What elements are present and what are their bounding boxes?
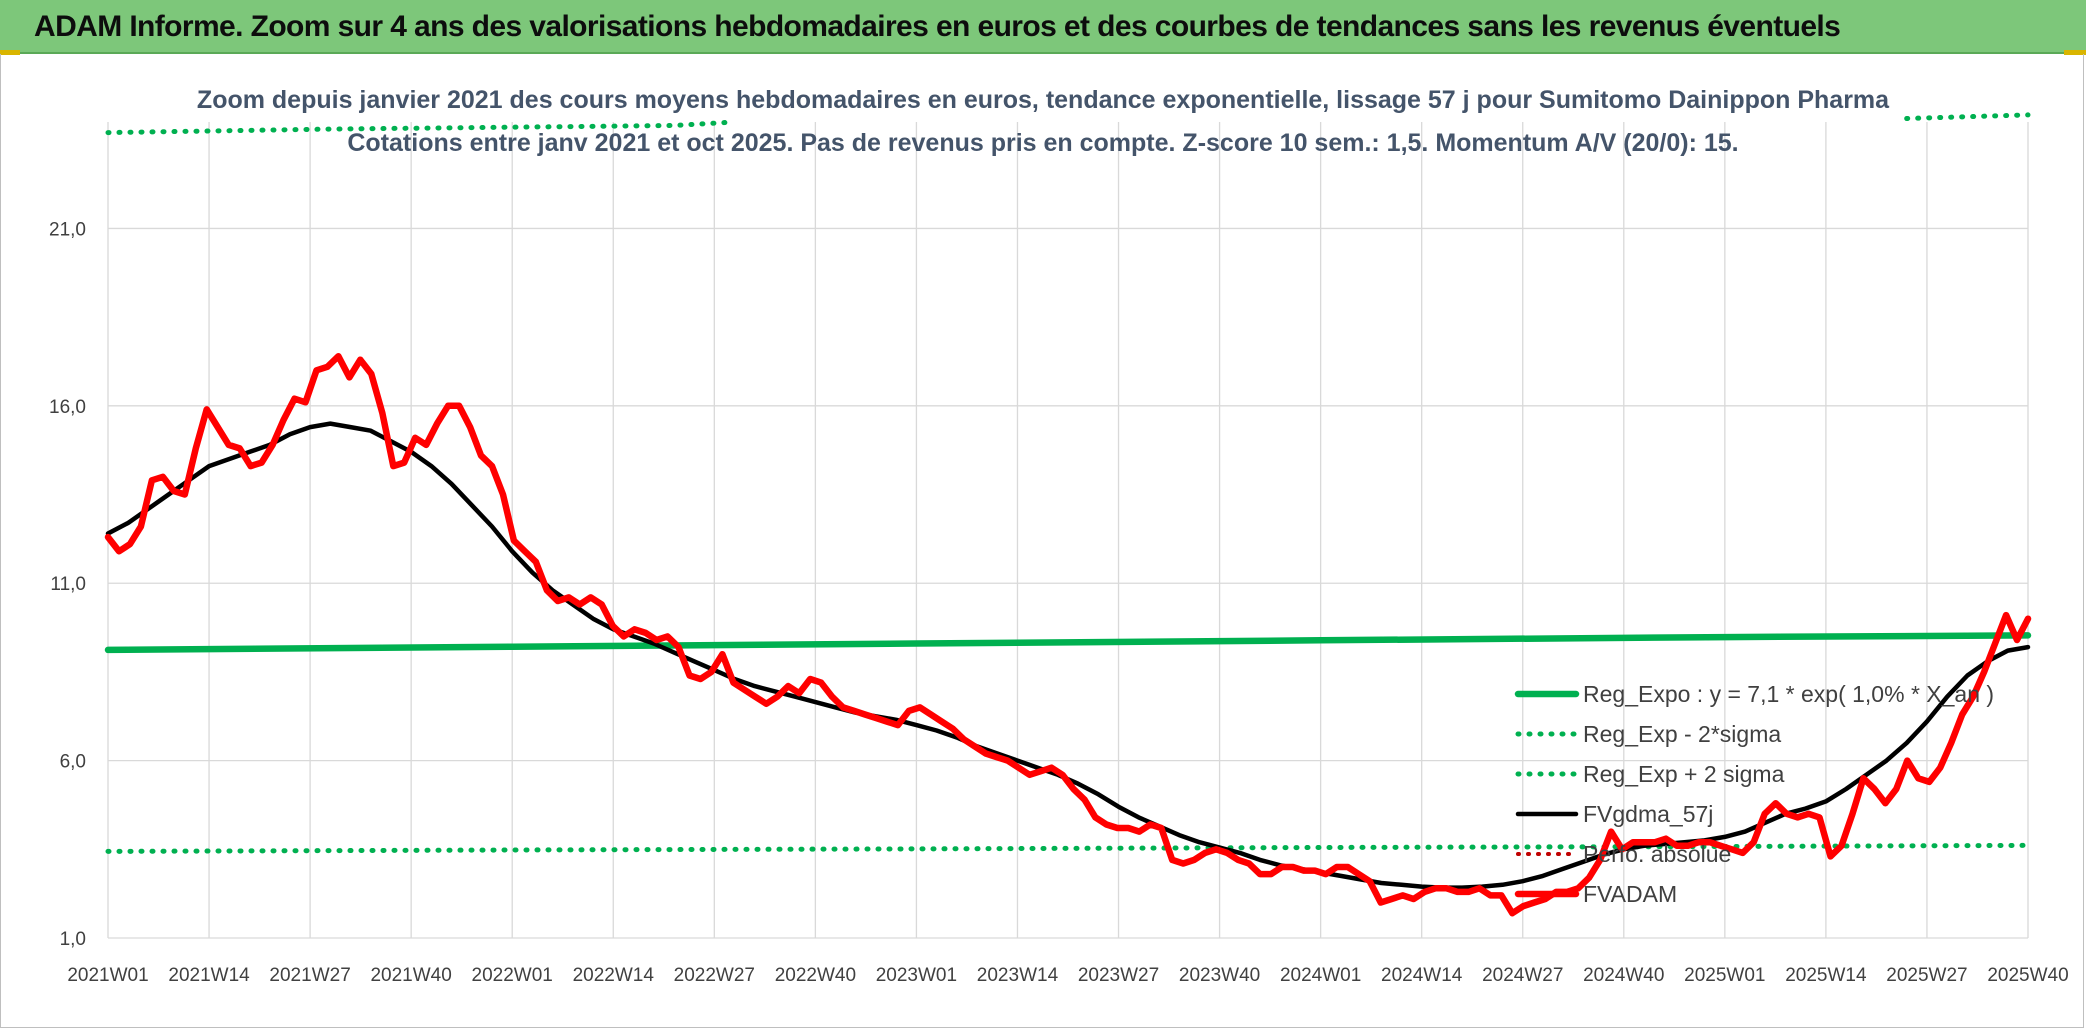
x-tick-label: 2024W14 [1381,965,1463,986]
x-tick-label: 2024W27 [1482,965,1563,986]
series-line-3-end [1904,112,2031,121]
x-tick-label: 2021W14 [168,965,250,986]
y-tick-label: 6,0 [60,752,86,773]
x-tick-label: 2021W01 [67,965,148,986]
legend-entry: Reg_Exp - 2*sigma [1583,721,1781,747]
series-line-6 [104,352,2032,917]
legend-entry: FVADAM [1583,881,1677,907]
legend-entry: Reg_Expo : y = 7,1 * exp( 1,0% * X_an ) [1583,681,1994,707]
report-title: ADAM Informe. Zoom sur 4 ans des valoris… [34,10,1841,43]
chart-title: Zoom depuis janvier 2021 des cours moyen… [197,86,1890,114]
series-line-4 [105,421,2031,890]
series-line-1 [104,632,2032,654]
x-tick-label: 2023W14 [977,965,1059,986]
x-tick-label: 2025W01 [1684,965,1765,986]
x-tick-label: 2025W27 [1886,965,1967,986]
x-tick-label: 2023W27 [1078,965,1159,986]
x-tick-label: 2024W40 [1583,965,1664,986]
x-tick-label: 2023W40 [1179,965,1260,986]
chart-subtitle: Cotations entre janv 2021 et oct 2025. P… [347,129,1738,157]
x-tick-label: 2021W27 [269,965,350,986]
chart-series [104,112,2032,917]
x-tick-label: 2022W27 [674,965,755,986]
chart-grid [107,122,2029,939]
x-tick-label: 2021W40 [370,965,451,986]
chart-legend: Reg_Expo : y = 7,1 * exp( 1,0% * X_an ) R… [1514,681,1994,907]
y-tick-label: 16,0 [49,397,86,418]
series-line-2 [105,842,2031,854]
chart-frame [0,54,2084,1028]
legend-entry: Perfo. absolue [1583,841,1731,867]
x-tick-label: 2022W40 [775,965,856,986]
banner-accent-right [2064,50,2086,55]
x-axis: 2021W01 2021W14 2021W27 2021W40 2022W01 2022W… [67,965,2068,986]
legend-entry: FVgdma_57j [1583,801,1713,827]
x-tick-label: 2025W40 [1987,965,2068,986]
x-tick-label: 2023W01 [876,965,957,986]
header-banner: ADAM Informe. Zoom sur 4 ans des valoris… [0,0,2086,54]
x-tick-label: 2025W14 [1785,965,1867,986]
x-tick-label: 2022W01 [472,965,553,986]
series-line-3 [105,119,737,136]
x-tick-label: 2022W14 [573,965,655,986]
y-tick-label: 21,0 [49,219,86,240]
y-axis: 1,0 6,0 11,0 16,0 21,0 [49,219,86,950]
y-tick-label: 1,0 [60,929,86,950]
y-tick-label: 11,0 [50,574,86,595]
banner-accent-left [0,50,20,55]
legend-entry: Reg_Exp + 2 sigma [1583,761,1785,787]
x-tick-label: 2024W01 [1280,965,1361,986]
